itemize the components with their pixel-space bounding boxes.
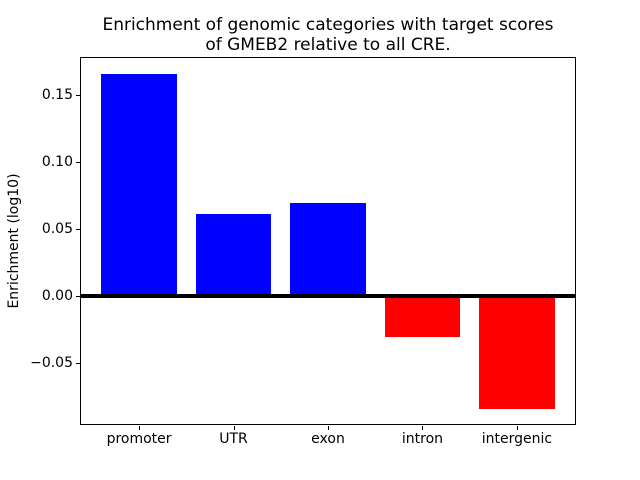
x-tick-label-intron: intron bbox=[401, 431, 444, 447]
y-tick-label-0.05: 0.05 bbox=[41, 220, 73, 237]
chart-title: Enrichment of genomic categories with ta… bbox=[80, 15, 576, 55]
x-tick-intron bbox=[422, 426, 424, 430]
x-tick-label-exon: exon bbox=[311, 431, 345, 447]
bar-UTR bbox=[195, 214, 272, 296]
y-tick-0.00 bbox=[76, 295, 80, 297]
y-tick-−0.05 bbox=[76, 362, 80, 364]
bar-intergenic bbox=[479, 295, 555, 410]
x-tick-exon bbox=[328, 426, 329, 430]
x-tick-UTR bbox=[233, 426, 235, 430]
bar-promoter bbox=[101, 73, 177, 296]
chart-title-line-2: of GMEB2 relative to all CRE. bbox=[205, 35, 451, 55]
chart-title-line-1: Enrichment of genomic categories with ta… bbox=[102, 15, 554, 35]
x-tick-label-UTR: UTR bbox=[219, 431, 248, 447]
y-tick-0.15 bbox=[76, 95, 80, 96]
x-tick-label-promoter: promoter bbox=[106, 431, 172, 447]
y-tick-label-0.00: 0.00 bbox=[41, 287, 73, 304]
y-tick-label-−0.05: −0.05 bbox=[30, 354, 73, 371]
y-tick-0.05 bbox=[76, 228, 80, 230]
y-tick-label-0.15: 0.15 bbox=[41, 87, 73, 103]
bar-intron bbox=[384, 295, 461, 338]
y-tick-0.10 bbox=[76, 161, 80, 163]
x-tick-promoter bbox=[139, 426, 141, 430]
zero-line bbox=[80, 293, 576, 298]
x-tick-label-intergenic: intergenic bbox=[481, 431, 553, 447]
bar-exon bbox=[290, 203, 366, 296]
x-tick-intergenic bbox=[516, 426, 518, 430]
y-tick-label-0.10: 0.10 bbox=[41, 153, 73, 170]
